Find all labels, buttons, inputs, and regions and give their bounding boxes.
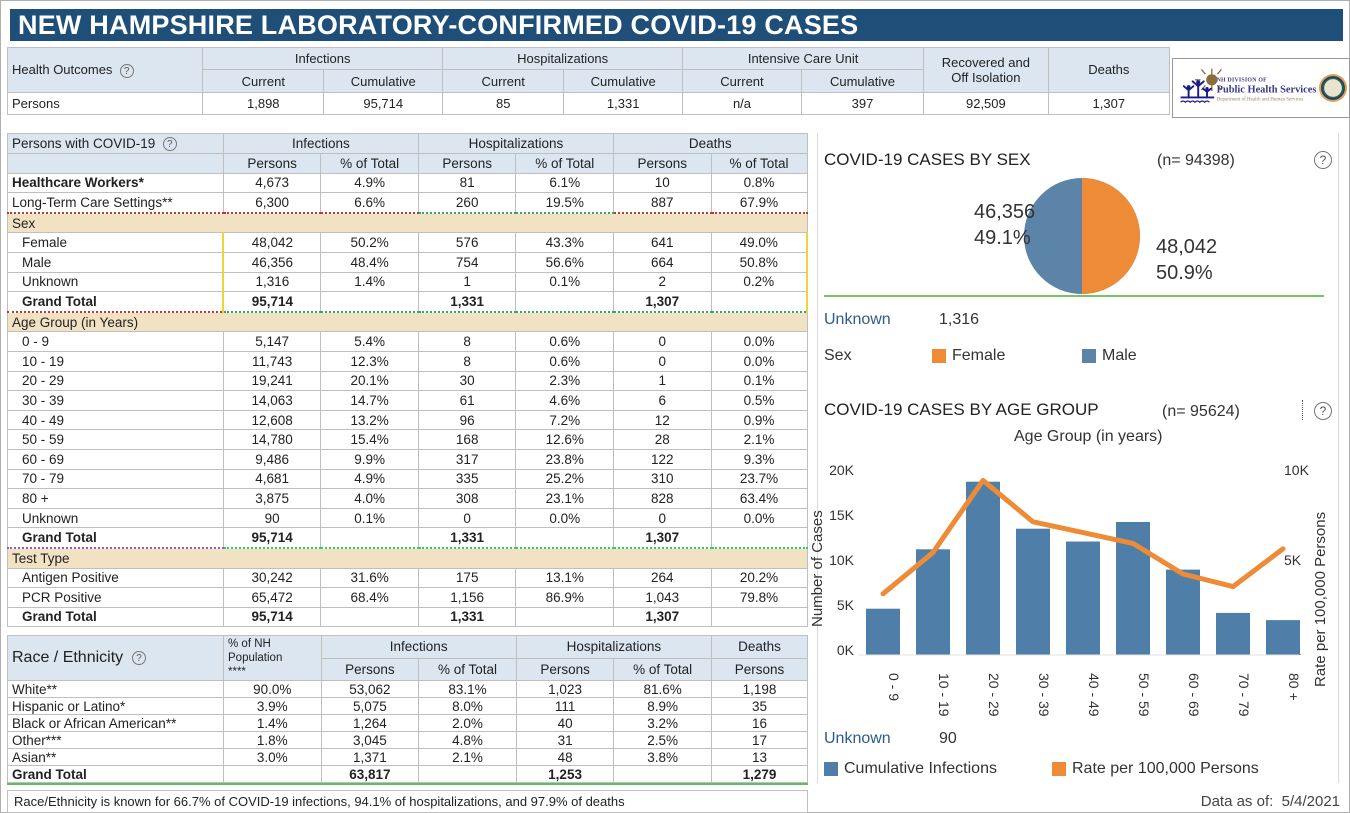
svg-text:NH DIVISION OF: NH DIVISION OF	[1217, 77, 1268, 83]
svg-text:49.1%: 49.1%	[974, 227, 1031, 249]
svg-text:10 - 19: 10 - 19	[936, 673, 952, 717]
svg-text:0K: 0K	[837, 642, 855, 658]
svg-text:10K: 10K	[1284, 462, 1310, 478]
svg-text:5K: 5K	[1284, 552, 1302, 568]
svg-text:Public Health Services: Public Health Services	[1217, 85, 1317, 96]
svg-text:46,356: 46,356	[974, 201, 1035, 223]
svg-text:50 - 59: 50 - 59	[1136, 673, 1152, 717]
svg-text:15K: 15K	[829, 507, 855, 523]
svg-text:30 - 39: 30 - 39	[1036, 673, 1052, 717]
svg-text:40 - 49: 40 - 49	[1086, 673, 1102, 717]
svg-text:60 - 69: 60 - 69	[1186, 673, 1202, 717]
svg-text:80 +: 80 +	[1286, 673, 1302, 701]
svg-text:Department of Health and Human: Department of Health and Human Services	[1217, 96, 1304, 103]
svg-text:20 - 29: 20 - 29	[986, 673, 1002, 717]
svg-text:10K: 10K	[829, 552, 855, 568]
svg-text:20K: 20K	[829, 462, 855, 478]
svg-text:70 - 79: 70 - 79	[1236, 673, 1252, 717]
svg-text:50.9%: 50.9%	[1156, 262, 1213, 284]
svg-text:0 - 9: 0 - 9	[886, 673, 902, 701]
svg-text:48,042: 48,042	[1156, 236, 1217, 258]
svg-text:5K: 5K	[837, 597, 855, 613]
